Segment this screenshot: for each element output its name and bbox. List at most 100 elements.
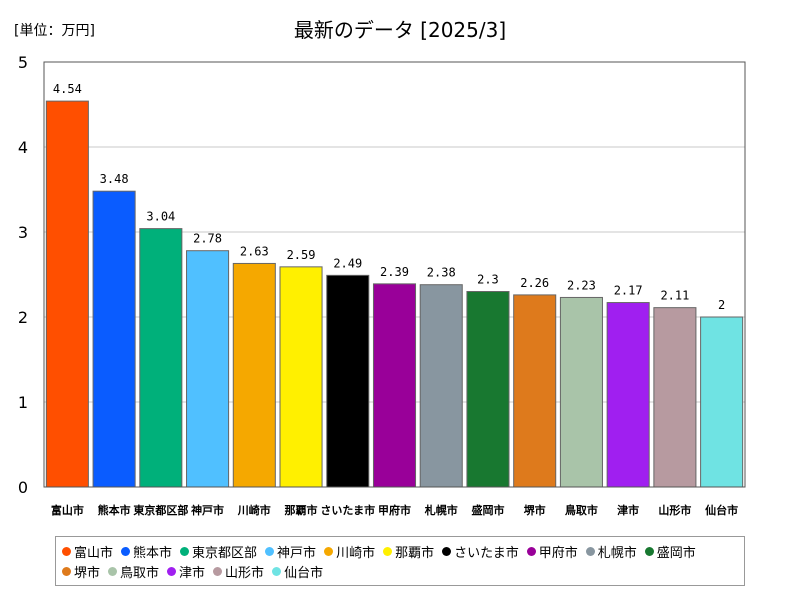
data-label: 3.48: [100, 172, 129, 186]
bar: [513, 294, 557, 488]
bars: [45, 100, 744, 488]
y-tick-label: 2: [18, 308, 28, 327]
legend-swatch: [62, 566, 71, 576]
bar: [419, 284, 463, 488]
unit-label: [単位：万円]: [14, 23, 95, 39]
legend-label: 札幌市: [597, 545, 637, 561]
x-tick-label: 津市: [617, 503, 639, 517]
y-axis-ticks: 0 1 2 3 4 5: [18, 53, 28, 497]
y-tick-label: 1: [18, 393, 28, 412]
legend-label: 川崎市: [336, 545, 376, 561]
legend-label: 山形市: [225, 565, 265, 581]
x-tick-label: 川崎市: [237, 503, 271, 517]
x-tick-label: 仙台市: [705, 503, 738, 517]
legend-label: 津市: [179, 565, 206, 581]
data-label: 3.04: [146, 210, 175, 224]
bar: [279, 266, 323, 488]
x-tick-label: 熊本市: [98, 503, 131, 517]
x-tick-label: さいたま市: [320, 503, 375, 517]
bar: [606, 302, 650, 488]
legend-label: さいたま市: [454, 545, 519, 561]
legend-item: 津市: [167, 561, 205, 581]
data-label: 2.11: [660, 289, 689, 303]
x-tick-label: 富山市: [51, 503, 84, 517]
data-label: 2.78: [193, 232, 222, 246]
legend-item: 富山市: [62, 541, 113, 561]
legend-label: 盛岡市: [656, 545, 696, 561]
legend-swatch: [526, 546, 536, 556]
legend-swatch: [121, 546, 131, 556]
x-axis-ticks: 富山市 熊本市 東京都区部 神戸市 川崎市 那覇市 さいたま市 甲府市 札幌市 盛岡市 堺市 鳥取市 津…: [51, 503, 738, 517]
y-tick-label: 3: [18, 223, 28, 242]
legend-item: 堺市: [62, 561, 100, 581]
legend-swatch: [108, 566, 118, 576]
data-label: 2.38: [427, 266, 456, 280]
x-tick-label: 札幌市: [424, 503, 458, 517]
legend-label: 堺市: [74, 565, 101, 581]
bar: [232, 262, 276, 488]
x-tick-label: 神戸市: [191, 503, 224, 517]
x-tick-label: 山形市: [658, 503, 691, 517]
legend-item: さいたま市: [442, 541, 519, 561]
bar: [466, 291, 510, 488]
legend-swatch: [644, 546, 654, 556]
legend-swatch: [383, 546, 393, 556]
legend-label: 那覇市: [395, 545, 435, 561]
legend-item: 仙台市: [272, 561, 323, 581]
legend-swatch: [442, 546, 452, 556]
legend-swatch: [265, 546, 275, 556]
x-tick-label: 那覇市: [285, 503, 318, 517]
legend-item: 甲府市: [526, 541, 578, 561]
chart-title: 最新のデータ [2025/3]: [293, 18, 507, 42]
legend-label: 鳥取市: [120, 565, 160, 581]
legend-item: 熊本市: [121, 541, 172, 561]
bar: [45, 100, 89, 488]
bar: [559, 296, 603, 488]
legend-item: 札幌市: [585, 541, 637, 561]
data-label: 2: [718, 298, 725, 312]
data-label: 2.63: [240, 244, 269, 258]
legend: 富山市 熊本市 東京都区部 神戸市 川崎市 那覇市 さいたま市 甲府市 札幌市 盛岡市 堺市 鳥取市 津…: [55, 536, 745, 586]
data-label: 2.59: [287, 248, 316, 262]
legend-label: 神戸市: [277, 545, 317, 561]
legend-swatch: [167, 566, 177, 576]
data-label: 2.23: [567, 278, 596, 292]
y-tick-label: 4: [18, 138, 28, 157]
legend-label: 仙台市: [284, 565, 324, 581]
x-tick-label: 甲府市: [378, 503, 411, 517]
legend-item: 神戸市: [265, 541, 316, 561]
data-label: 2.39: [380, 265, 409, 279]
legend-item: 山形市: [213, 561, 264, 581]
bar-chart: 0 1 2 3 4 5 4.54 3.48 3.04 2.78 2.63 2.59 2.49 2.39 2…: [18, 53, 746, 517]
legend-swatch: [213, 566, 223, 576]
legend-swatch: [324, 546, 334, 556]
bar: [700, 316, 744, 488]
data-labels: 4.54 3.48 3.04 2.78 2.63 2.59 2.49 2.39 2.38 2.3 2…: [53, 82, 725, 312]
bar: [372, 283, 417, 488]
legend-label: 甲府市: [538, 545, 578, 561]
x-tick-label: 東京都区部: [133, 503, 188, 517]
data-label: 2.49: [333, 256, 362, 270]
x-tick-label: 鳥取市: [565, 503, 598, 517]
bar: [92, 190, 136, 488]
data-label: 2.3: [477, 273, 499, 287]
legend-swatch: [272, 566, 282, 576]
bar: [186, 250, 230, 488]
plot-area-frame: [43, 61, 746, 488]
x-tick-label: 堺市: [524, 503, 546, 517]
x-tick-label: 盛岡市: [471, 503, 504, 517]
bar: [139, 228, 183, 488]
bar: [326, 274, 370, 488]
data-label: 2.17: [614, 284, 643, 298]
bar: [653, 307, 697, 488]
legend-item: 鳥取市: [108, 561, 159, 581]
legend-item: 川崎市: [324, 541, 375, 561]
legend-label: 熊本市: [133, 545, 173, 561]
legend-swatch: [180, 546, 190, 556]
legend-swatch: [585, 546, 595, 556]
data-label: 2.26: [520, 276, 549, 290]
legend-item: 那覇市: [383, 541, 434, 561]
y-tick-label: 0: [18, 478, 28, 497]
legend-label: 富山市: [74, 545, 114, 561]
legend-swatch: [62, 546, 71, 556]
